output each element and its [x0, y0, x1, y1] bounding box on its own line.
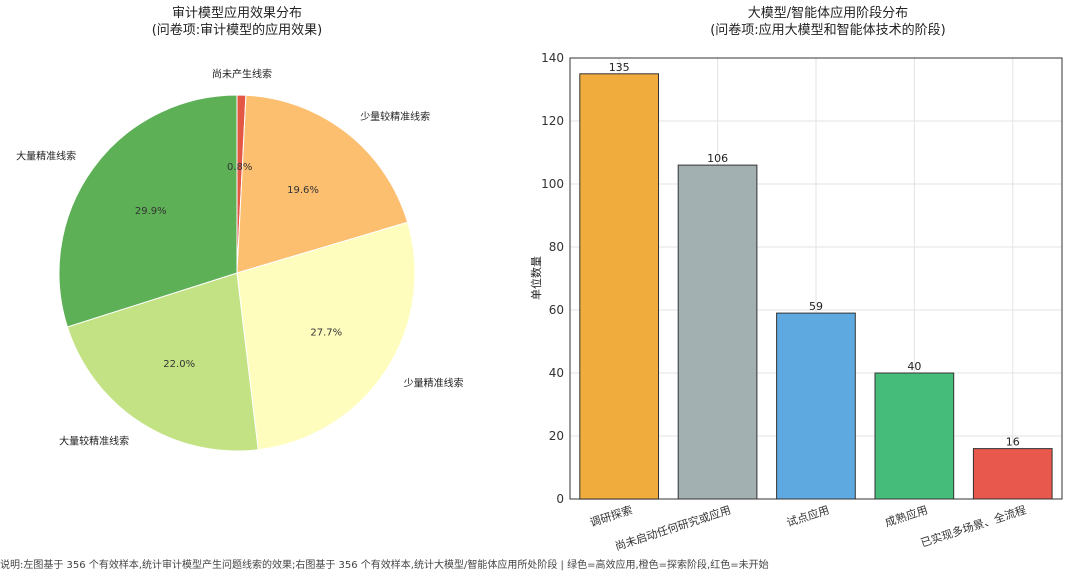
bar: [776, 312, 856, 500]
x-tick-label: 调研探索: [588, 503, 634, 530]
plot-frame: [569, 57, 1063, 500]
bar-value-label: 16: [1006, 436, 1020, 449]
x-tick-label: 已实现多场景、全流程: [919, 503, 1028, 550]
y-tick-label: 40: [549, 366, 564, 380]
pie-percent-label: 27.7%: [310, 328, 342, 339]
bar-y-axis-label: 单位数量: [529, 256, 543, 300]
bar: [874, 372, 955, 500]
pie-category-label: 少量较精准线索: [360, 110, 430, 123]
bar: [677, 164, 758, 500]
bar-value-label: 106: [707, 152, 728, 165]
pie-slice: [236, 94, 409, 274]
bar-value-label: 40: [907, 360, 921, 373]
y-tick-label: 80: [549, 240, 564, 254]
y-tick-label: 140: [541, 51, 564, 65]
pie-slice: [66, 272, 259, 452]
pie-percent-label: 0.8%: [227, 162, 252, 173]
bar: [579, 73, 659, 500]
pie-percent-label: 19.6%: [287, 185, 319, 196]
bar-value-label: 59: [809, 300, 823, 313]
y-tick-label: 20: [549, 429, 564, 443]
pie-category-label: 尚未产生线索: [212, 68, 272, 81]
pie-title: 审计模型应用效果分布: [172, 5, 302, 21]
y-tick-label: 100: [541, 177, 564, 191]
x-tick-label: 试点应用: [785, 503, 831, 530]
pie-subtitle: (问卷项:审计模型的应用效果): [152, 22, 323, 38]
bar-title: 大模型/智能体应用阶段分布: [748, 5, 908, 21]
pie-percent-label: 29.9%: [135, 206, 167, 217]
bar-subtitle: (问卷项:应用大模型和智能体技术的阶段): [710, 22, 946, 38]
y-tick-label: 60: [549, 303, 564, 317]
pie-slice: [236, 221, 416, 451]
bar: [972, 448, 1053, 500]
x-tick-label: 成熟应用: [883, 503, 929, 530]
pie-category-label: 少量精准线索: [404, 377, 464, 390]
pie-category-label: 大量较精准线索: [59, 435, 129, 448]
bar-chart: 大模型/智能体应用阶段分布 (问卷项:应用大模型和智能体技术的阶段) 0 20 40…: [529, 5, 1063, 553]
pie-percent-label: 22.0%: [163, 359, 195, 370]
footnote: 说明:左图基于 356 个有效样本,统计审计模型产生问题线索的效果;右图基于 3…: [0, 560, 769, 571]
pie-slice: [58, 94, 238, 328]
y-tick-label: 120: [541, 114, 564, 128]
pie-category-label: 大量精准线索: [16, 149, 76, 162]
y-tick-label: 0: [556, 492, 564, 506]
pie-chart: 审计模型应用效果分布 (问卷项:审计模型的应用效果) 0.8% 尚未产生线索 19.…: [16, 5, 464, 452]
bar-value-label: 135: [609, 61, 630, 74]
